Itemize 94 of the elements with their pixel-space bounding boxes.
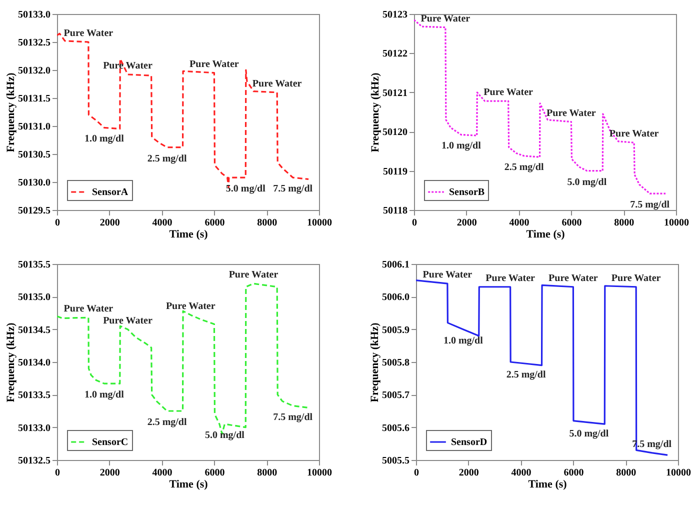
x-tick-label: 4000 xyxy=(511,468,532,478)
annotation: 2.5 mg/dl xyxy=(147,153,187,164)
x-axis-title: Time (s) xyxy=(528,478,568,490)
annotation: Pure Water xyxy=(228,270,279,281)
y-tick-label: 50118 xyxy=(383,206,408,216)
x-tick-label: 2000 xyxy=(458,468,479,478)
x-tick-label: 10000 xyxy=(307,218,332,228)
x-tick-label: 10000 xyxy=(664,218,689,228)
annotation: 7.5 mg/dl xyxy=(273,412,313,423)
annotation: 1.0 mg/dl xyxy=(84,390,124,401)
y-tick-label: 50132.5 xyxy=(18,38,50,48)
y-tick-label: 50134.5 xyxy=(18,324,50,336)
x-tick-label: 8000 xyxy=(614,218,634,228)
y-tick-label: 50131.5 xyxy=(18,94,50,104)
y-tick-label: 5006.0 xyxy=(382,292,410,304)
x-axis-title: Time (s) xyxy=(526,228,566,240)
annotation: Pure Water xyxy=(64,304,114,315)
y-tick-label: 5005.9 xyxy=(382,324,410,336)
annotation: 2.5 mg/dl xyxy=(504,162,544,173)
x-tick-label: 4000 xyxy=(152,218,172,228)
y-tick-label: 5005.7 xyxy=(382,390,410,402)
y-tick-label: 50135.5 xyxy=(18,260,50,270)
annotation: 7.5 mg/dl xyxy=(630,200,670,211)
x-tick-label: 6000 xyxy=(562,218,582,228)
x-tick-label: 10000 xyxy=(666,468,691,478)
annotation: Pure Water xyxy=(548,272,598,284)
annotation: Pure Water xyxy=(103,315,153,326)
x-tick-label: 6000 xyxy=(204,218,225,228)
annotation: Pure Water xyxy=(252,78,302,90)
x-tick-label: 8000 xyxy=(257,468,278,478)
y-tick-label: 50121 xyxy=(382,88,408,99)
x-tick-label: 0 xyxy=(55,218,60,228)
legend-label: SensorB xyxy=(449,187,485,198)
y-tick-label: 50134.0 xyxy=(18,358,50,368)
annotation: Pure Water xyxy=(611,272,662,284)
x-axis-title: Time (s) xyxy=(169,228,208,240)
y-tick-label: 50129.5 xyxy=(18,206,50,216)
y-tick-label: 50120 xyxy=(382,127,408,138)
y-tick-label: 50135.0 xyxy=(18,292,50,304)
annotation: Pure Water xyxy=(64,28,114,39)
legend-label: SensorD xyxy=(451,437,488,448)
legend-label: SensorC xyxy=(92,437,128,448)
y-tick-label: 50130.0 xyxy=(18,178,50,188)
y-tick-label: 5005.8 xyxy=(382,358,410,368)
annotation: 1.0 mg/dl xyxy=(441,140,482,152)
x-tick-label: 2000 xyxy=(100,468,120,478)
annotation: Pure Water xyxy=(484,87,534,98)
x-tick-label: 4000 xyxy=(509,218,530,228)
x-tick-label: 10000 xyxy=(307,468,332,478)
annotation: Pure Water xyxy=(422,270,473,281)
annotation: Pure Water xyxy=(546,108,596,119)
y-tick-label: 50133.0 xyxy=(18,10,50,20)
x-tick-label: 0 xyxy=(414,468,419,478)
y-axis-title: Frequency (kHz) xyxy=(5,322,17,402)
x-tick-label: 2000 xyxy=(100,218,120,228)
annotation: 1.0 mg/dl xyxy=(443,335,484,346)
x-tick-label: 0 xyxy=(412,218,417,228)
x-tick-label: 6000 xyxy=(204,468,225,478)
y-tick-label: 5005.5 xyxy=(382,456,410,466)
y-tick-label: 50133.0 xyxy=(18,422,50,434)
x-tick-label: 2000 xyxy=(456,218,477,228)
y-tick-label: 5005.6 xyxy=(382,422,410,434)
annotation: 5.0 mg/dl xyxy=(226,184,266,195)
annotation: 2.5 mg/dl xyxy=(506,370,546,381)
y-axis-title: Frequency (kHz) xyxy=(369,322,381,402)
annotation: 1.0 mg/dl xyxy=(84,134,124,145)
y-tick-label: 50122 xyxy=(382,48,408,60)
x-tick-label: 8000 xyxy=(257,218,278,228)
x-tick-label: 8000 xyxy=(616,468,636,478)
y-tick-label: 50132.0 xyxy=(18,66,50,76)
y-tick-label: 50131.0 xyxy=(18,122,50,132)
y-tick-label: 50119 xyxy=(383,166,408,178)
y-tick-label: 50130.5 xyxy=(18,150,50,160)
annotation: Pure Water xyxy=(190,58,240,70)
y-tick-label: 50132.5 xyxy=(18,456,50,466)
legend-label: SensorA xyxy=(92,187,129,198)
annotation: 2.5 mg/dl xyxy=(147,417,187,428)
y-tick-label: 5006.1 xyxy=(382,260,410,270)
y-axis-title: Frequency (kHz) xyxy=(370,72,382,152)
annotation: 5.0 mg/dl xyxy=(569,428,609,440)
x-tick-label: 4000 xyxy=(152,468,172,478)
annotation: 5.0 mg/dl xyxy=(204,430,245,442)
x-tick-label: 6000 xyxy=(564,468,584,478)
annotation: Pure Water xyxy=(103,60,153,72)
annotation: 5.0 mg/dl xyxy=(567,176,607,188)
x-tick-label: 0 xyxy=(55,468,60,478)
annotation: Pure Water xyxy=(166,300,216,312)
x-axis-title: Time (s) xyxy=(169,478,208,490)
y-tick-label: 50123 xyxy=(382,10,408,20)
y-tick-label: 50133.5 xyxy=(18,390,50,402)
annotation: Pure Water xyxy=(420,13,471,24)
y-axis-title: Frequency (kHz) xyxy=(5,72,17,152)
annotation: Pure Water xyxy=(486,272,536,284)
annotation: 7.5 mg/dl xyxy=(273,184,313,195)
